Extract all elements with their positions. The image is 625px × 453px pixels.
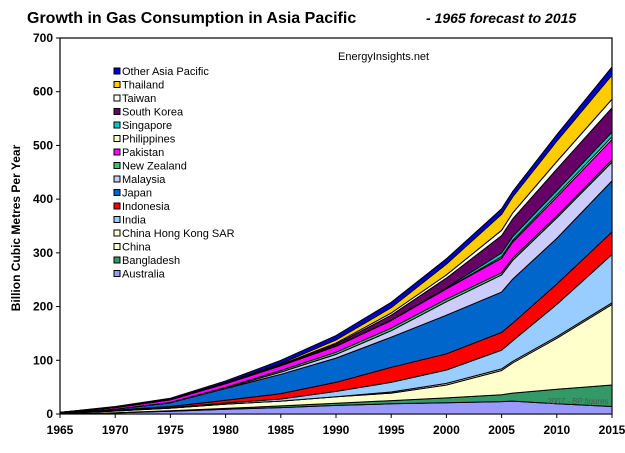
legend-swatch-malaysia (113, 175, 121, 183)
chart-subtitle: - 1965 forecast to 2015 (426, 10, 576, 26)
legend-label-china-hong-kong-sar: China Hong Kong SAR (122, 228, 235, 240)
legend-label-australia: Australia (122, 269, 166, 281)
legend-swatch-bangladesh (113, 256, 121, 264)
y-tick-label: 200 (33, 300, 53, 314)
y-axis-label: Billion Cubic Metres Per Year (9, 144, 23, 311)
x-tick-label: 1970 (102, 423, 129, 437)
x-tick-label: 2010 (543, 423, 570, 437)
legend-label-india: India (122, 215, 147, 227)
legend-label-china: China (122, 242, 152, 254)
legend-label-pakistan: Pakistan (122, 147, 164, 159)
legend-label-bangladesh: Bangladesh (122, 255, 180, 267)
y-axis: 0 100 200 300 400 500 600 700 (33, 31, 60, 421)
legend-swatch-taiwan (113, 94, 121, 102)
plot-area (59, 37, 613, 415)
legend-label-other-asia-pacific: Other Asia Pacific (122, 66, 209, 78)
area-series-other-asia-pacific (59, 66, 613, 413)
legend-swatch-other-asia-pacific (113, 67, 121, 75)
legend-swatch-new-zealand (113, 162, 121, 169)
x-tick-label: 1995 (378, 423, 405, 437)
legend-label-thailand: Thailand (122, 80, 164, 92)
legend-swatch-india (113, 216, 121, 223)
x-tick-label: 1990 (323, 423, 350, 437)
x-tick-label: 1975 (157, 423, 184, 437)
x-tick-label: 1985 (267, 423, 294, 437)
legend-swatch-singapore (113, 121, 121, 129)
x-tick-label: 2000 (433, 423, 460, 437)
x-tick-label: 1980 (212, 423, 239, 437)
y-tick-label: 600 (33, 85, 53, 99)
legend-swatch-south-korea (113, 108, 121, 115)
y-tick-label: 500 (33, 138, 53, 152)
x-tick-label: 1965 (47, 423, 74, 437)
legend-label-japan: Japan (122, 188, 152, 200)
y-tick-label: 400 (33, 192, 53, 206)
legend-label-malaysia: Malaysia (122, 174, 166, 186)
legend-swatch-japan (113, 189, 121, 196)
legend-label-indonesia: Indonesia (122, 201, 171, 213)
legend-label-south-korea: South Korea (122, 107, 184, 119)
chart-title: Growth in Gas Consumption in Asia Pacifi… (27, 10, 356, 27)
legend-swatch-indonesia (113, 202, 121, 210)
y-tick-label: 100 (33, 353, 53, 367)
legend-swatch-philippines (113, 135, 121, 142)
x-axis: 1965 1970 1975 1980 1985 1990 1995 2000 2005 2010… (47, 414, 625, 437)
x-tick-label: 2005 (488, 423, 515, 437)
legend-swatch-australia (113, 270, 121, 277)
y-tick-label: 700 (33, 31, 53, 45)
legend-label-singapore: Singapore (122, 120, 172, 132)
y-tick-label: 0 (46, 407, 53, 421)
legend-label-new-zealand: New Zealand (122, 161, 187, 173)
legend-swatch-pakistan (113, 148, 121, 156)
x-tick-label: 2015 (599, 423, 625, 437)
legend-swatch-thailand (113, 81, 121, 88)
legend-swatch-china (113, 243, 121, 250)
legend-swatch-china-hong-kong-sar (113, 229, 121, 237)
legend-label-philippines: Philippines (122, 134, 176, 146)
watermark-text: EnergyInsights.net (338, 51, 429, 63)
credit-text: 2007 - BP figures (546, 397, 609, 406)
legend-label-taiwan: Taiwan (122, 93, 156, 105)
y-tick-label: 300 (33, 246, 53, 260)
